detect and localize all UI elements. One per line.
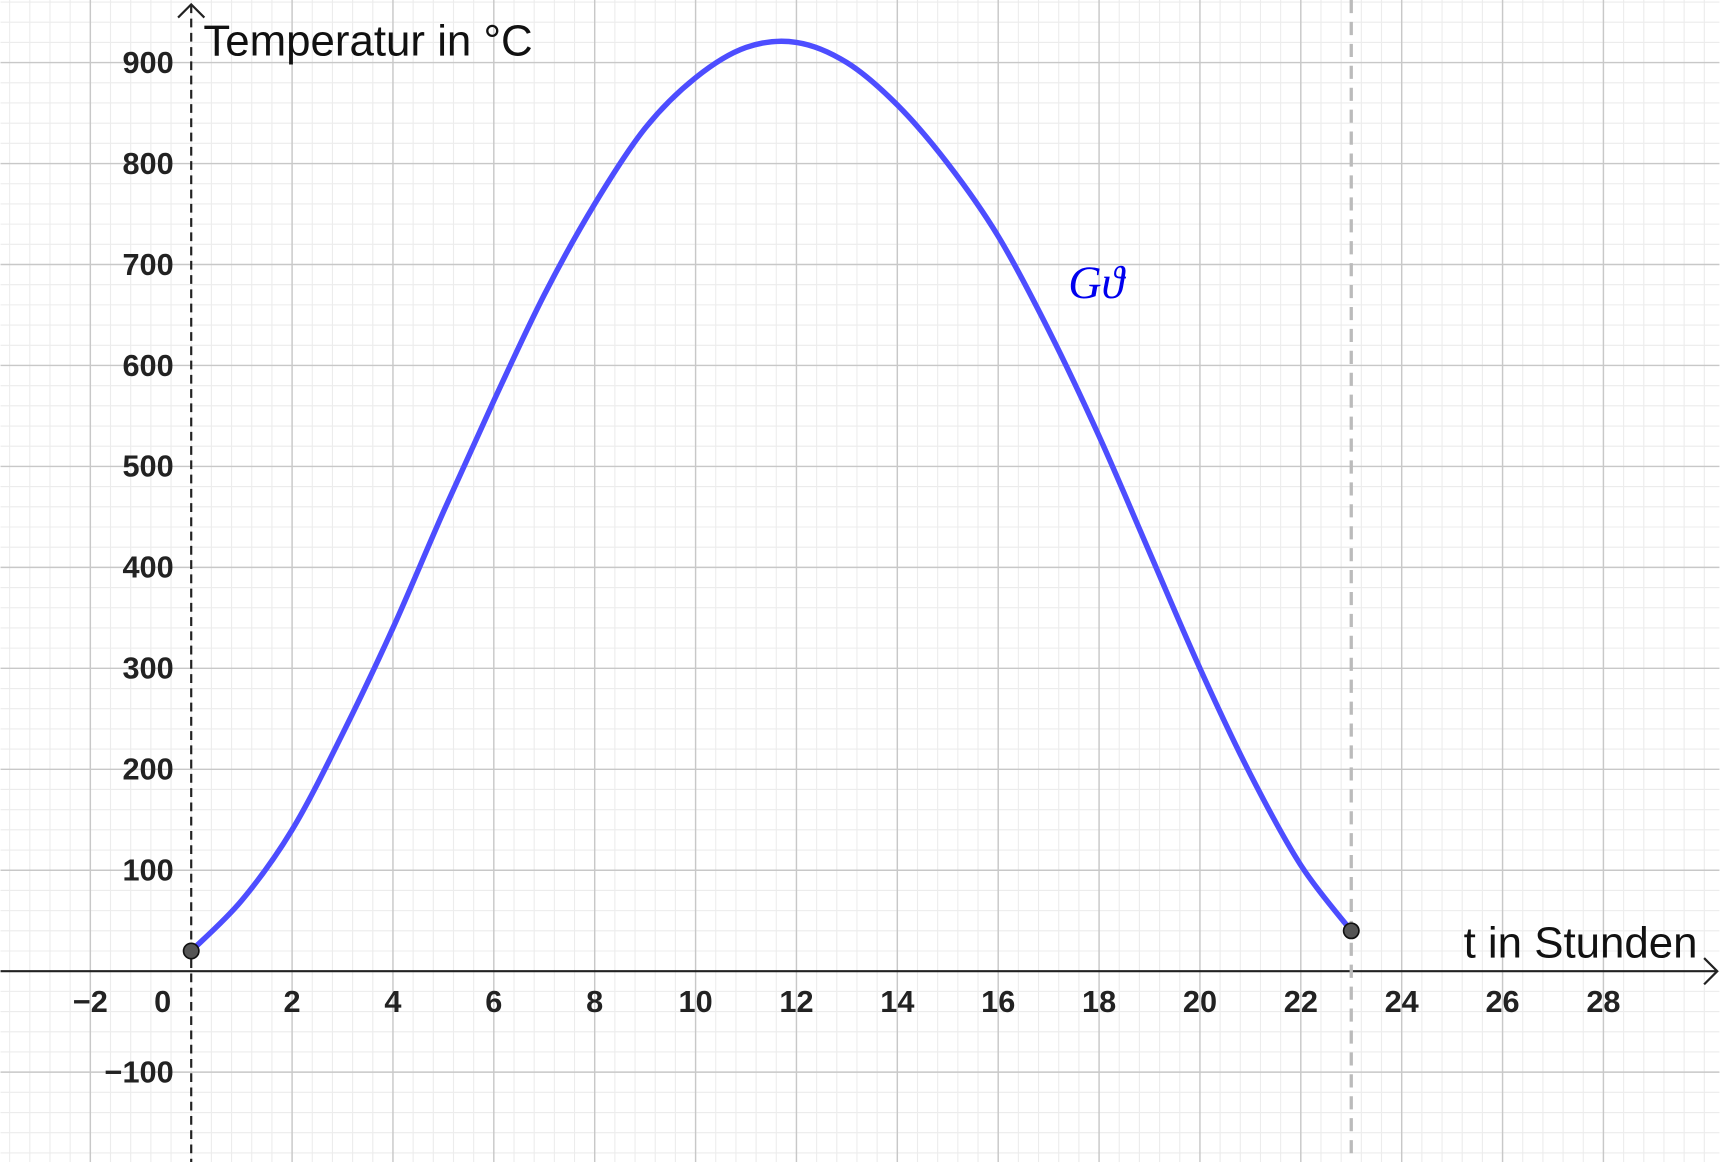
curve-label: Gϑ (1068, 257, 1126, 308)
x-tick-label: 0 (154, 984, 171, 1019)
x-tick-label: 20 (1183, 984, 1217, 1019)
y-axis-label: Temperatur in °C (203, 16, 532, 65)
x-axis-arrow (1703, 957, 1719, 986)
endpoint (1342, 922, 1360, 940)
y-tick-label: 700 (122, 247, 173, 282)
x-tick-label: 18 (1082, 984, 1116, 1019)
endpoint (182, 942, 200, 960)
y-tick-label: 800 (122, 146, 173, 181)
y-axis-arrow (177, 2, 206, 19)
x-tick-label: 12 (779, 984, 813, 1019)
curve (189, 38, 1354, 953)
y-tick-label: 100 (122, 853, 173, 888)
x-tick-label: 26 (1485, 984, 1519, 1019)
y-tick-label: 300 (122, 651, 173, 686)
y-tick-label: 400 (122, 550, 173, 585)
y-tick-label: 600 (122, 348, 173, 383)
x-tick-label: 16 (981, 984, 1015, 1019)
y-tick-label: 500 (122, 449, 173, 484)
x-tick-label: −2 (73, 984, 108, 1019)
y-tick-label: 900 (122, 45, 173, 80)
x-tick-label: 10 (679, 984, 713, 1019)
x-tick-label: 24 (1385, 984, 1419, 1019)
y-tick-label: −100 (105, 1054, 174, 1089)
x-tick-label: 4 (384, 984, 401, 1019)
x-tick-label: 14 (880, 984, 914, 1019)
x-axis-label: t in Stunden (1464, 919, 1698, 968)
x-tick-label: 2 (284, 984, 301, 1019)
y-tick-label: 200 (122, 752, 173, 787)
x-tick-label: 22 (1284, 984, 1318, 1019)
x-tick-label: 28 (1586, 984, 1620, 1019)
x-tick-label: 8 (586, 984, 603, 1019)
x-tick-label: 6 (485, 984, 502, 1019)
